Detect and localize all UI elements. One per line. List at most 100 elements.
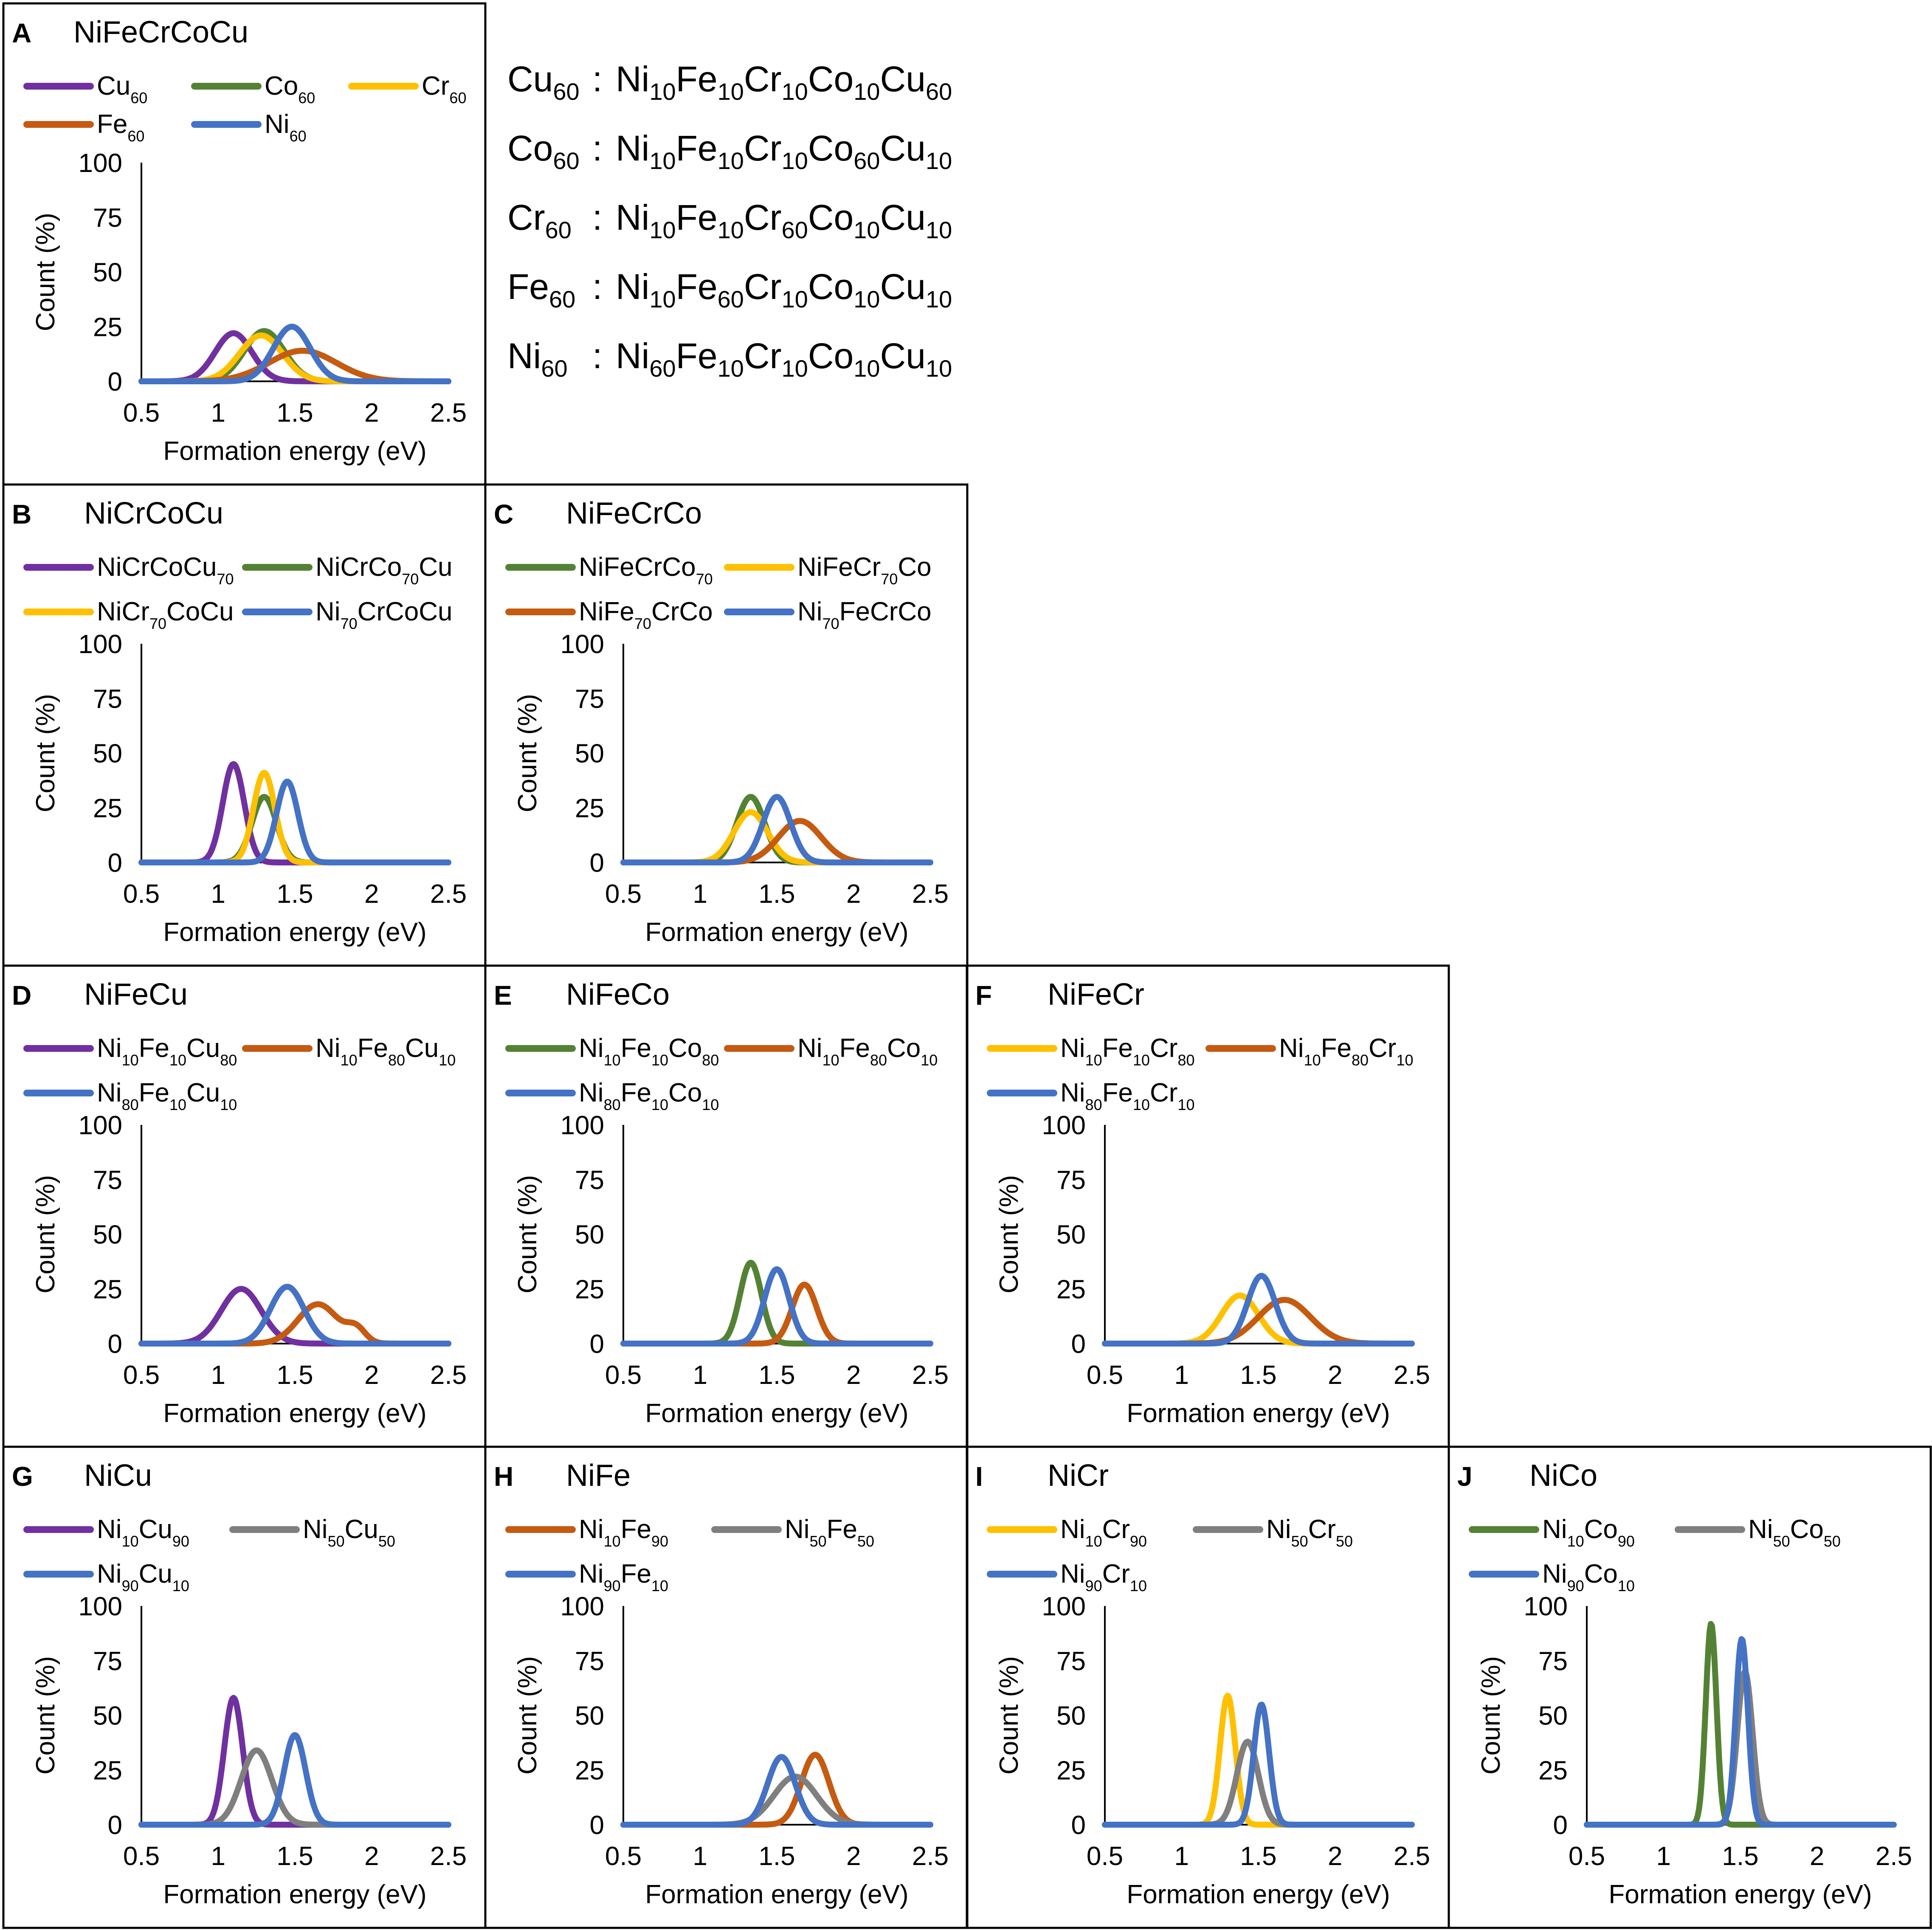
legend-label: Cr60: [422, 71, 466, 107]
y-tick-label: 75: [1056, 1166, 1086, 1195]
composition-formula: Ni10Fe10Cr60Co10Cu10: [616, 197, 952, 243]
x-tick-label: 2.5: [430, 879, 467, 909]
x-tick-label: 2: [364, 1842, 379, 1871]
composition-colon: :: [592, 128, 602, 168]
series-line-ni90cu10: [138, 1732, 451, 1828]
series-line-ni70crcocu: [138, 778, 451, 865]
series-line-cr60: [138, 332, 451, 384]
series-line-ni90fe10: [620, 1754, 933, 1828]
y-tick-label: 25: [93, 794, 122, 823]
panel-title: NiFeCo: [566, 978, 670, 1011]
x-tick-label: 1.5: [1722, 1842, 1758, 1871]
y-tick-label: 75: [575, 1166, 604, 1195]
series-line-nicrcocu70: [138, 761, 451, 865]
x-tick-label: 1.5: [276, 879, 313, 909]
x-tick-label: 1.5: [758, 879, 795, 909]
series-line-ni10fe80cr10: [1102, 1297, 1415, 1347]
composition-label: Cr60: [507, 197, 572, 243]
y-tick-label: 0: [590, 848, 604, 878]
x-tick-label: 1: [693, 1842, 707, 1871]
x-tick-label: 2: [1328, 1842, 1342, 1871]
series-line-co60: [138, 328, 451, 384]
legend-label: Ni80Fe10Cr10: [1060, 1078, 1194, 1113]
x-tick-label: 1: [1174, 1361, 1189, 1390]
x-axis-label: Formation energy (eV): [645, 918, 908, 947]
y-tick-label: 100: [79, 149, 122, 178]
x-tick-label: 2: [846, 1842, 861, 1871]
x-tick-label: 1.5: [276, 398, 313, 428]
legend-label: Ni70CrCoCu: [315, 597, 453, 632]
y-tick-label: 0: [1071, 1330, 1086, 1359]
x-tick-label: 1: [1656, 1842, 1671, 1871]
legend-label: NiFeCr70Co: [797, 552, 932, 588]
x-axis-label: Formation energy (eV): [163, 918, 426, 947]
x-tick-label: 1.5: [1240, 1361, 1276, 1390]
panel-letter: C: [494, 499, 513, 530]
panel-title: NiFeCu: [84, 978, 188, 1011]
x-tick-label: 0.5: [605, 1361, 642, 1390]
series-line-ni50co50: [1584, 1668, 1897, 1828]
x-axis-label: Formation energy (eV): [645, 1880, 908, 1909]
x-tick-label: 1: [211, 879, 225, 909]
composition-colon: :: [592, 59, 602, 99]
x-tick-label: 1: [693, 879, 707, 909]
x-tick-label: 1: [693, 1361, 707, 1390]
y-tick-label: 100: [1042, 1111, 1086, 1140]
x-tick-label: 2: [364, 879, 379, 909]
series-line-ni50cr50: [1102, 1738, 1415, 1828]
y-tick-label: 0: [108, 367, 122, 397]
y-tick-label: 100: [560, 1111, 604, 1140]
panel-b: B NiCrCoCu 0 25 50 75 100 0.5 1 1.5 2 2.5Formation …: [2, 483, 487, 967]
panel-title: NiFe: [566, 1459, 631, 1493]
y-tick-label: 0: [1071, 1811, 1086, 1840]
x-tick-label: 2.5: [912, 1361, 949, 1390]
y-tick-label: 50: [1538, 1702, 1568, 1731]
panel-title: NiCo: [1529, 1459, 1597, 1493]
y-tick-label: 0: [108, 1811, 122, 1840]
x-tick-label: 1.5: [276, 1842, 313, 1871]
y-axis-label: Count (%): [31, 1656, 60, 1775]
composition-label: Co60: [507, 128, 580, 174]
y-tick-label: 75: [93, 685, 122, 714]
legend-label: Ni50Co50: [1748, 1515, 1841, 1550]
x-tick-label: 2: [846, 879, 861, 909]
y-tick-label: 75: [1056, 1647, 1086, 1676]
legend-label: NiFeCrCo70: [579, 552, 713, 588]
y-tick-label: 75: [575, 685, 604, 714]
panel-a: A NiFeCrCoCu 0 25 50 75 100 0.5 1 1.5 2 2.5Formatio…: [2, 2, 487, 486]
y-tick-label: 75: [575, 1647, 604, 1676]
panel-frame: [1448, 1445, 1932, 1929]
panel-title: NiFeCrCo: [566, 496, 702, 530]
y-tick-label: 50: [93, 258, 122, 287]
x-tick-label: 0.5: [123, 1361, 160, 1390]
legend-label: Ni10Fe10Cu80: [97, 1034, 237, 1069]
x-tick-label: 0.5: [1087, 1842, 1123, 1871]
y-tick-label: 50: [1056, 1220, 1086, 1250]
series-line-nicr70cocu: [138, 769, 451, 865]
composition-label: Fe60: [507, 267, 575, 313]
panel-frame: [2, 2, 487, 486]
legend-label: Ni10Fe10Co80: [579, 1034, 719, 1069]
x-tick-label: 2.5: [912, 1842, 949, 1871]
legend-label: Ni90Co10: [1542, 1559, 1635, 1595]
panel-frame: [966, 1445, 1450, 1929]
x-tick-label: 1: [211, 398, 225, 428]
x-tick-label: 2.5: [1394, 1361, 1430, 1390]
y-tick-label: 100: [79, 1592, 122, 1621]
y-axis-label: Count (%): [994, 1175, 1024, 1293]
x-tick-label: 2: [846, 1361, 861, 1390]
y-axis-label: Count (%): [31, 694, 60, 812]
legend-label: Ni10Cu90: [97, 1515, 189, 1550]
legend-label: NiCrCo70Cu: [315, 552, 453, 588]
y-axis-label: Count (%): [31, 1175, 60, 1293]
x-tick-label: 0.5: [1087, 1361, 1123, 1390]
x-axis-label: Formation energy (eV): [163, 437, 426, 466]
panel-title: NiFeCrCoCu: [73, 15, 248, 49]
series-line-ni50fe50: [620, 1773, 933, 1828]
x-axis-label: Formation energy (eV): [1127, 1399, 1390, 1428]
series-line-ni70fecrco: [620, 794, 933, 865]
